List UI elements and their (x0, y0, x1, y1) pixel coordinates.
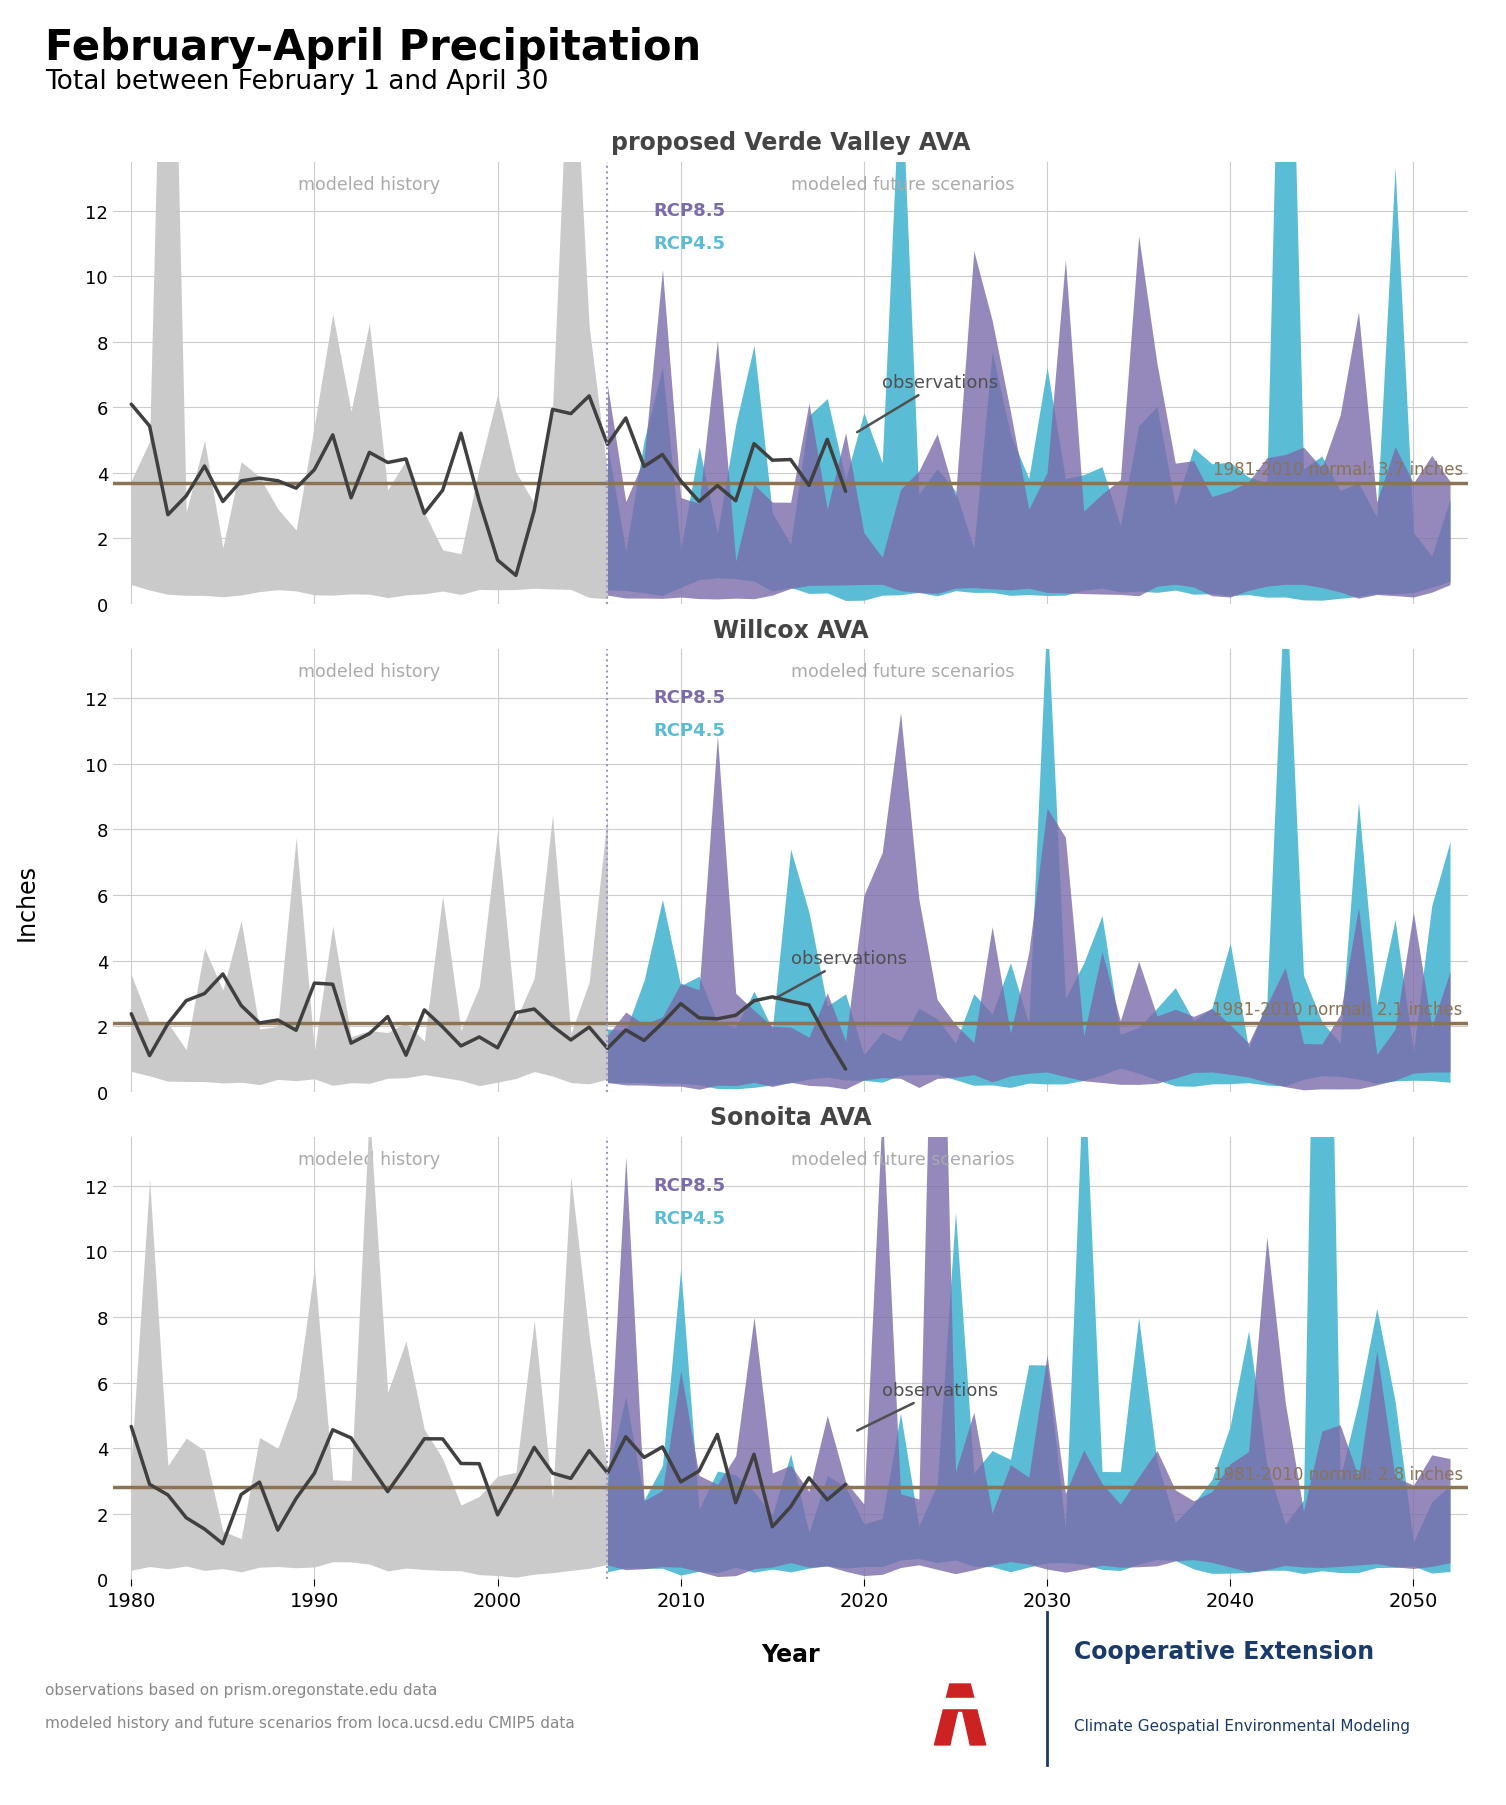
Text: Climate Geospatial Environmental Modeling: Climate Geospatial Environmental Modelin… (1074, 1718, 1410, 1733)
Text: 1981-2010 normal: 3.7 inches: 1981-2010 normal: 3.7 inches (1212, 460, 1462, 478)
Text: Year: Year (762, 1643, 819, 1666)
Text: observations based on prism.oregonstate.edu data: observations based on prism.oregonstate.… (45, 1682, 438, 1697)
Text: 1981-2010 normal: 2.8 inches: 1981-2010 normal: 2.8 inches (1212, 1464, 1462, 1482)
Text: 1981-2010 normal: 2.1 inches: 1981-2010 normal: 2.1 inches (1212, 1000, 1462, 1018)
Bar (934, 1697, 985, 1708)
Text: modeled history: modeled history (298, 1150, 440, 1168)
Text: modeled future scenarios: modeled future scenarios (791, 662, 1014, 680)
Text: modeled history: modeled history (298, 175, 440, 193)
Polygon shape (916, 1637, 1005, 1758)
Text: observations: observations (857, 374, 998, 433)
Text: RCP8.5: RCP8.5 (654, 202, 726, 220)
Text: modeled future scenarios: modeled future scenarios (791, 1150, 1014, 1168)
Text: February-April Precipitation: February-April Precipitation (45, 27, 702, 69)
Text: RCP8.5: RCP8.5 (654, 1177, 726, 1195)
Text: RCP4.5: RCP4.5 (654, 1209, 726, 1227)
Text: modeled future scenarios: modeled future scenarios (791, 175, 1014, 193)
Text: observations: observations (857, 1381, 998, 1431)
Text: RCP4.5: RCP4.5 (654, 722, 726, 740)
Polygon shape (934, 1684, 985, 1745)
Title: proposed Verde Valley AVA: proposed Verde Valley AVA (611, 132, 970, 155)
Text: RCP8.5: RCP8.5 (654, 690, 726, 708)
Text: RCP4.5: RCP4.5 (654, 235, 726, 253)
Title: Sonoita AVA: Sonoita AVA (709, 1106, 872, 1130)
Text: modeled history: modeled history (298, 662, 440, 680)
Text: Total between February 1 and April 30: Total between February 1 and April 30 (45, 69, 548, 94)
Text: modeled history and future scenarios from loca.ucsd.edu CMIP5 data: modeled history and future scenarios fro… (45, 1715, 575, 1729)
Title: Willcox AVA: Willcox AVA (712, 619, 869, 643)
Text: Cooperative Extension: Cooperative Extension (1074, 1639, 1373, 1662)
Text: observations: observations (774, 949, 907, 998)
Text: Inches: Inches (15, 865, 39, 940)
